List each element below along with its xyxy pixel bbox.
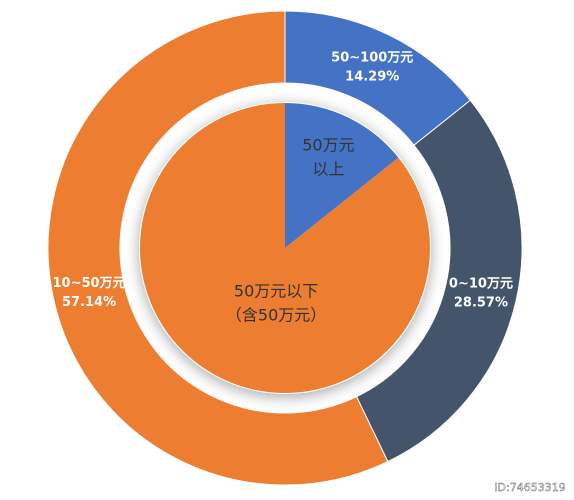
- ring-slice: [47, 10, 389, 486]
- watermark: ID:74653319: [494, 481, 565, 494]
- ring-value-label: 14.29%: [345, 69, 399, 84]
- ring-category: 0~10万元: [449, 276, 513, 291]
- ring-category: 50~100万元: [331, 50, 413, 65]
- pie-category: （含50万元）: [226, 305, 326, 324]
- pie-slice: [139, 103, 430, 393]
- ring-category: 10~50万元: [52, 276, 125, 291]
- pie-category: 50万元: [302, 135, 354, 154]
- ring-value-label: 28.57%: [454, 295, 508, 310]
- pie-slice: [285, 103, 399, 248]
- ring-slice: [355, 99, 523, 463]
- pie-category: 50万元以下: [234, 281, 318, 300]
- pie-category: 以上: [312, 159, 344, 178]
- ring-value-label: 57.14%: [62, 295, 116, 310]
